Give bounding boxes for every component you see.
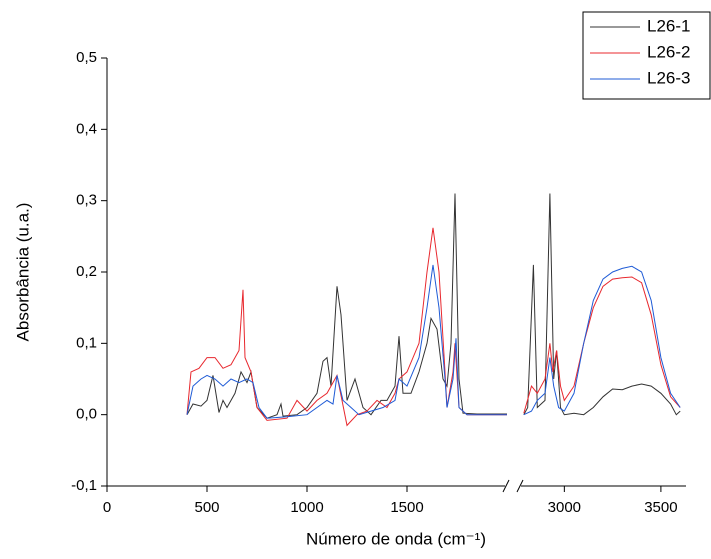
x-tick-label: 3500 xyxy=(644,499,677,516)
y-axis-label: Absorbância (u.a.) xyxy=(13,203,32,342)
axis-break xyxy=(502,479,510,493)
x-tick-label: 3000 xyxy=(548,499,581,516)
y-tick-label: -0,1 xyxy=(71,477,97,494)
x-tick-label: 0 xyxy=(103,499,111,516)
legend-label: L26-2 xyxy=(647,42,690,61)
y-tick-label: 0,3 xyxy=(76,192,97,209)
y-tick-label: 0,2 xyxy=(76,263,97,280)
legend-label: L26-1 xyxy=(647,16,690,35)
series-line xyxy=(523,265,681,416)
y-tick-label: 0,5 xyxy=(76,49,97,66)
series-line xyxy=(186,193,507,419)
series-line xyxy=(186,264,507,419)
x-tick-label: 1500 xyxy=(390,499,423,516)
x-tick-label: 500 xyxy=(194,499,219,516)
series-line xyxy=(186,227,507,427)
x-tick-label: 1000 xyxy=(290,499,323,516)
y-tick-label: 0,1 xyxy=(76,334,97,351)
legend-label: L26-3 xyxy=(647,68,690,87)
x-axis-label: Número de onda (cm⁻¹) xyxy=(306,529,486,548)
y-tick-label: 0,4 xyxy=(76,120,97,137)
y-tick-label: 0,0 xyxy=(76,406,97,423)
axis-break xyxy=(516,479,524,493)
series-line xyxy=(523,193,681,416)
